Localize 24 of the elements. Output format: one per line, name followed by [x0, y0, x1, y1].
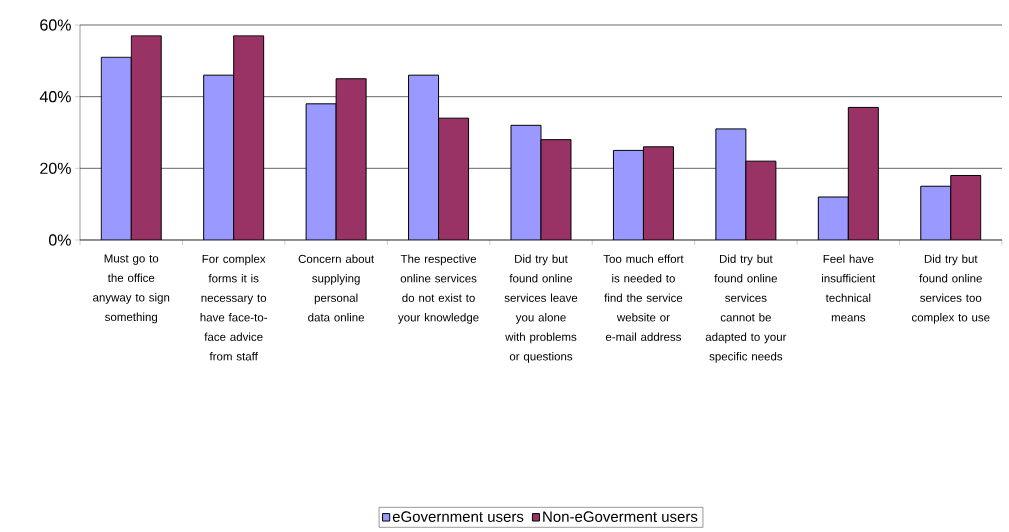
legend-label: Non-eGoverment users [543, 511, 698, 522]
bar [920, 185, 952, 240]
y-tick-label: 0% [48, 234, 71, 246]
bar [510, 124, 542, 240]
bar [612, 149, 644, 240]
x-tick-label: Concern about supplying personal data online [298, 254, 375, 322]
bar [100, 56, 132, 240]
x-tick-label: Did try but found online services too complex to use [911, 254, 990, 324]
y-tick-label: 20% [40, 162, 71, 174]
y-tick-label: 40% [39, 91, 71, 103]
bar [203, 74, 235, 240]
x-tick-label: Too much effort is needed to find the service website or e-mail address [603, 254, 684, 341]
bar [715, 128, 747, 240]
bar [305, 103, 337, 240]
x-tick-label: Feel have insufficient technical means [822, 254, 876, 322]
bar [817, 196, 849, 240]
x-tick-label: The respective online services do not exist to your knowledge [397, 254, 479, 324]
x-tick-label: Did try but found online services leave you alone with problems or questions [504, 254, 578, 363]
x-tick-label: For complex forms it is necessary to have face-to-face advice from staff [200, 254, 268, 361]
y-tick-label: 60% [40, 19, 71, 31]
x-tick-label: Did try but found online services cannot be adapted to your specific needs [705, 254, 787, 363]
x-tick-label: Must go to the office anyway to sign something [93, 254, 170, 324]
legend-label: eGovernment users [392, 511, 524, 522]
bar [408, 74, 440, 240]
